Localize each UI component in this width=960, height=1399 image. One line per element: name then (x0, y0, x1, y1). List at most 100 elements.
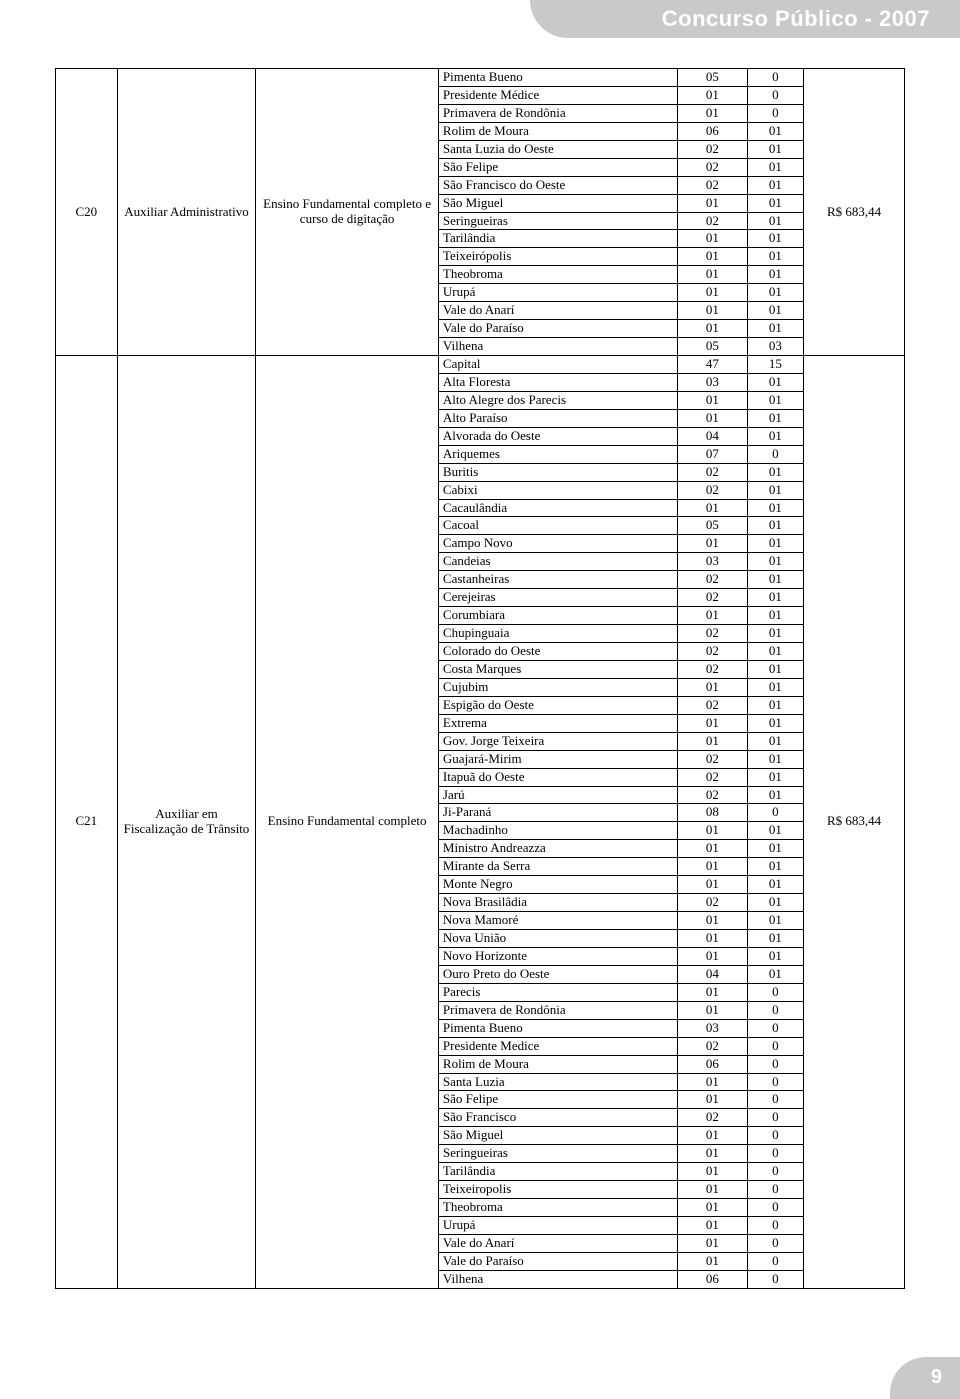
cell-vagas1: 01 (678, 1181, 747, 1199)
cell-vagas1: 02 (678, 589, 747, 607)
cell-vagas1: 01 (678, 607, 747, 625)
cell-vagas1: 02 (678, 463, 747, 481)
cell-vagas1: 02 (678, 571, 747, 589)
cell-local: Ouro Preto do Oeste (438, 965, 677, 983)
cell-vagas1: 01 (678, 983, 747, 1001)
cell-local: Vilhena (438, 338, 677, 356)
cell-vagas1: 01 (678, 714, 747, 732)
cell-vagas2: 01 (747, 643, 804, 661)
cell-local: Nova Brasilâdia (438, 894, 677, 912)
cell-vagas2: 01 (747, 230, 804, 248)
cell-vagas2: 0 (747, 1252, 804, 1270)
cell-local: Capital (438, 356, 677, 374)
cell-vagas1: 01 (678, 248, 747, 266)
cell-vagas2: 0 (747, 1199, 804, 1217)
cell-vagas1: 01 (678, 1163, 747, 1181)
cell-local: Gov. Jorge Teixeira (438, 732, 677, 750)
cell-local: São Francisco (438, 1109, 677, 1127)
cell-local: São Miguel (438, 1127, 677, 1145)
cell-vagas2: 01 (747, 750, 804, 768)
cell-vagas2: 01 (747, 660, 804, 678)
cell-vagas1: 02 (678, 158, 747, 176)
cell-local: Corumbiara (438, 607, 677, 625)
cell-vagas1: 01 (678, 858, 747, 876)
cell-local: Urupá (438, 1217, 677, 1235)
cell-vagas1: 02 (678, 660, 747, 678)
cell-local: Monte Negro (438, 876, 677, 894)
cell-vagas1: 01 (678, 1145, 747, 1163)
cell-vagas2: 01 (747, 176, 804, 194)
cell-vagas2: 01 (747, 463, 804, 481)
cell-vagas2: 0 (747, 1001, 804, 1019)
cell-vagas2: 01 (747, 589, 804, 607)
cell-vagas1: 02 (678, 1037, 747, 1055)
cell-vagas1: 01 (678, 732, 747, 750)
cell-local: Pimenta Bueno (438, 1019, 677, 1037)
cell-vagas1: 04 (678, 427, 747, 445)
cell-local: Seringueiras (438, 212, 677, 230)
cell-local: Castanheiras (438, 571, 677, 589)
cell-local: Buritis (438, 463, 677, 481)
cell-local: Seringueiras (438, 1145, 677, 1163)
cell-vagas2: 01 (747, 122, 804, 140)
cell-vagas1: 01 (678, 409, 747, 427)
cell-local: Vilhena (438, 1270, 677, 1288)
cell-local: Ariquemes (438, 445, 677, 463)
cell-vagas1: 02 (678, 696, 747, 714)
page-footer: 9 (0, 1349, 960, 1399)
cell-local: Teixeiropolis (438, 1181, 677, 1199)
cell-local: Cabixi (438, 481, 677, 499)
cell-vagas2: 01 (747, 302, 804, 320)
cell-vagas1: 01 (678, 1199, 747, 1217)
cell-vagas1: 01 (678, 499, 747, 517)
cell-local: Nova União (438, 930, 677, 948)
cell-vagas1: 02 (678, 894, 747, 912)
cell-code: C21 (56, 356, 118, 1289)
cell-vagas1: 02 (678, 481, 747, 499)
cell-vagas1: 01 (678, 230, 747, 248)
cell-local: Extrema (438, 714, 677, 732)
cell-vagas1: 01 (678, 912, 747, 930)
cell-vagas2: 01 (747, 140, 804, 158)
cell-vagas1: 01 (678, 840, 747, 858)
cell-local: Teixeirópolis (438, 248, 677, 266)
cell-local: Alto Paraíso (438, 409, 677, 427)
cell-local: Cacoal (438, 517, 677, 535)
vacancy-table: C20Auxiliar AdministrativoEnsino Fundame… (55, 68, 905, 1289)
cell-vagas1: 01 (678, 535, 747, 553)
cell-vagas1: 05 (678, 517, 747, 535)
cell-vagas2: 01 (747, 553, 804, 571)
cell-vagas2: 0 (747, 1234, 804, 1252)
cell-vagas1: 01 (678, 1217, 747, 1235)
cell-vagas1: 01 (678, 284, 747, 302)
cell-local: Primavera de Rondônia (438, 1001, 677, 1019)
cell-vagas1: 01 (678, 1234, 747, 1252)
cell-vagas2: 01 (747, 894, 804, 912)
cell-local: Candeias (438, 553, 677, 571)
cell-vagas2: 01 (747, 194, 804, 212)
cell-vagas2: 01 (747, 822, 804, 840)
cell-vagas1: 05 (678, 338, 747, 356)
cell-vagas1: 02 (678, 768, 747, 786)
cell-local: Machadinho (438, 822, 677, 840)
cell-local: Pimenta Bueno (438, 69, 677, 87)
cell-vagas1: 02 (678, 643, 747, 661)
cell-vagas1: 05 (678, 69, 747, 87)
cell-local: Ji-Paraná (438, 804, 677, 822)
cell-vagas2: 01 (747, 284, 804, 302)
cell-local: Espigão do Oeste (438, 696, 677, 714)
cell-vagas2: 01 (747, 732, 804, 750)
cell-vagas2: 01 (747, 876, 804, 894)
page-body: C20Auxiliar AdministrativoEnsino Fundame… (0, 38, 960, 1309)
cell-vagas1: 01 (678, 302, 747, 320)
cell-vagas2: 0 (747, 86, 804, 104)
cell-vagas2: 01 (747, 517, 804, 535)
header-title: Concurso Público - 2007 (662, 6, 930, 32)
cell-vagas1: 03 (678, 373, 747, 391)
cell-local: Itapuã do Oeste (438, 768, 677, 786)
cell-code: C20 (56, 69, 118, 356)
cell-vagas2: 01 (747, 373, 804, 391)
cell-local: Cacaulândia (438, 499, 677, 517)
cell-local: São Miguel (438, 194, 677, 212)
cell-vagas2: 0 (747, 1091, 804, 1109)
